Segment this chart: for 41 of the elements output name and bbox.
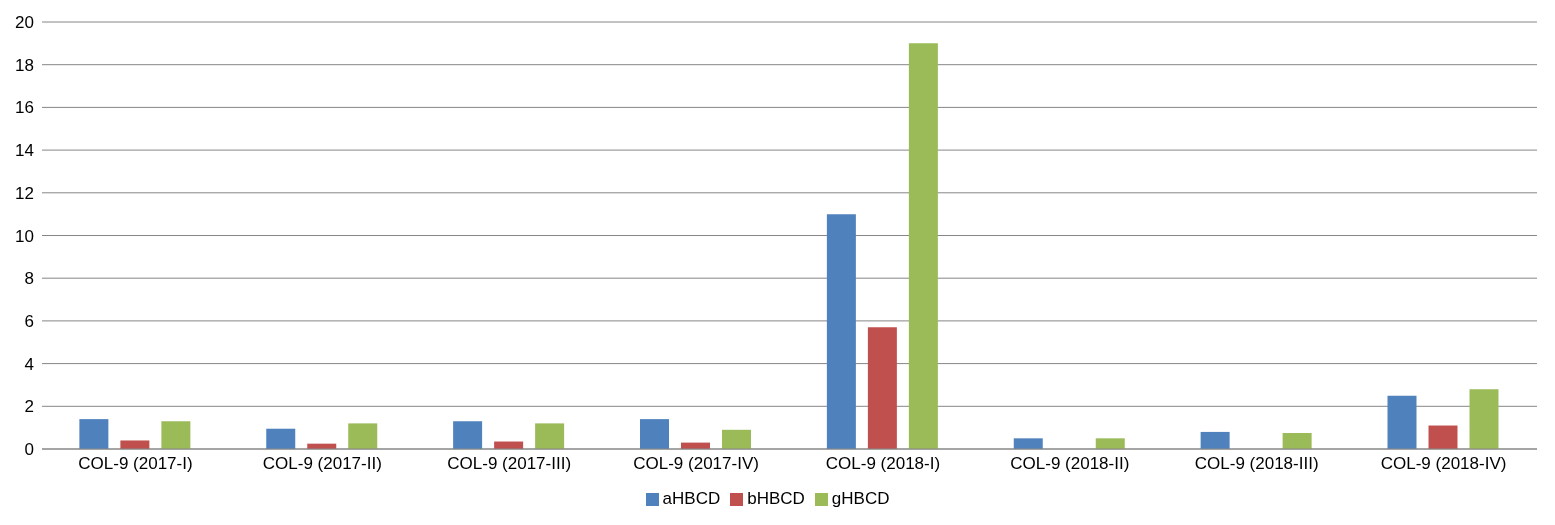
- x-tick-label: COL-9 (2017-II): [262, 454, 382, 474]
- x-tick-label: COL-9 (2018-IV): [1380, 454, 1507, 474]
- bar: [1428, 425, 1458, 449]
- y-tick-label: 18: [15, 55, 34, 75]
- x-tick-label: COL-9 (2017-III): [447, 454, 572, 474]
- x-tick-label: COL-9 (2017-IV): [633, 454, 759, 474]
- x-tick-label: COL-9 (2018-I): [825, 454, 941, 474]
- bar: [1013, 438, 1043, 449]
- legend-label: gHBCD: [831, 489, 890, 508]
- bar: [867, 327, 897, 449]
- y-tick-label: 20: [15, 13, 34, 33]
- bar: [79, 419, 109, 449]
- bar: [826, 214, 856, 449]
- bar: [1469, 389, 1499, 449]
- x-tick-label: COL-9 (2018-II): [1010, 454, 1130, 474]
- bar: [722, 429, 751, 449]
- legend-label: bHBCD: [747, 489, 805, 508]
- bar: [1387, 395, 1417, 449]
- bar: [908, 43, 938, 449]
- legend-label: aHBCD: [662, 489, 721, 508]
- bar: [1200, 431, 1230, 449]
- bar: [640, 419, 669, 449]
- y-tick-label: 12: [15, 183, 34, 203]
- bar: [1282, 432, 1312, 449]
- bar: [453, 421, 483, 449]
- y-tick-label: 4: [24, 354, 34, 374]
- y-tick-label: 16: [15, 98, 34, 118]
- bar: [1095, 438, 1125, 449]
- y-tick-label: 2: [24, 397, 34, 417]
- bar: [535, 423, 565, 449]
- y-tick-label: 6: [24, 311, 34, 331]
- y-tick-label: 10: [15, 226, 34, 246]
- bar: [120, 440, 150, 449]
- y-tick-label: 8: [24, 269, 34, 289]
- bar: [348, 423, 378, 449]
- y-tick-label: 0: [24, 440, 34, 460]
- bar: [266, 428, 296, 449]
- x-tick-label: COL-9 (2017-I): [78, 454, 193, 474]
- bar: [161, 421, 191, 449]
- y-tick-label: 14: [15, 141, 34, 161]
- x-tick-label: COL-9 (2018-III): [1194, 454, 1319, 474]
